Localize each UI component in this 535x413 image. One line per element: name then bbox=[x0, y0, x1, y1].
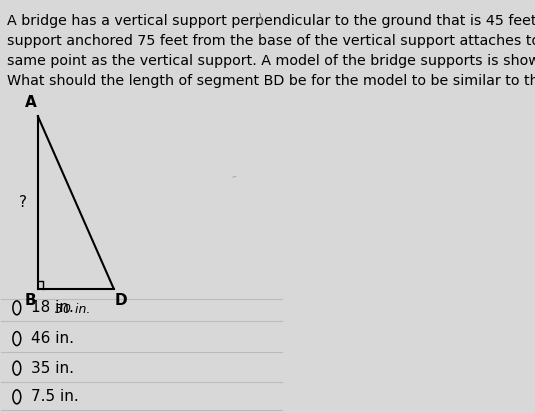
Text: 18 in.: 18 in. bbox=[31, 300, 74, 315]
Text: 7.5 in.: 7.5 in. bbox=[31, 389, 79, 404]
Text: 35 in.: 35 in. bbox=[31, 361, 74, 376]
Text: A: A bbox=[25, 95, 37, 110]
Text: D: D bbox=[114, 294, 127, 309]
Text: 46 in.: 46 in. bbox=[31, 331, 74, 346]
Text: ?: ? bbox=[18, 195, 26, 210]
Text: 30 in.: 30 in. bbox=[55, 303, 90, 316]
Text: B: B bbox=[25, 294, 37, 309]
Text: A bridge has a vertical support perpendicular to the ground that is 45 feet tall: A bridge has a vertical support perpendi… bbox=[7, 14, 535, 88]
Text: \: \ bbox=[259, 12, 263, 26]
